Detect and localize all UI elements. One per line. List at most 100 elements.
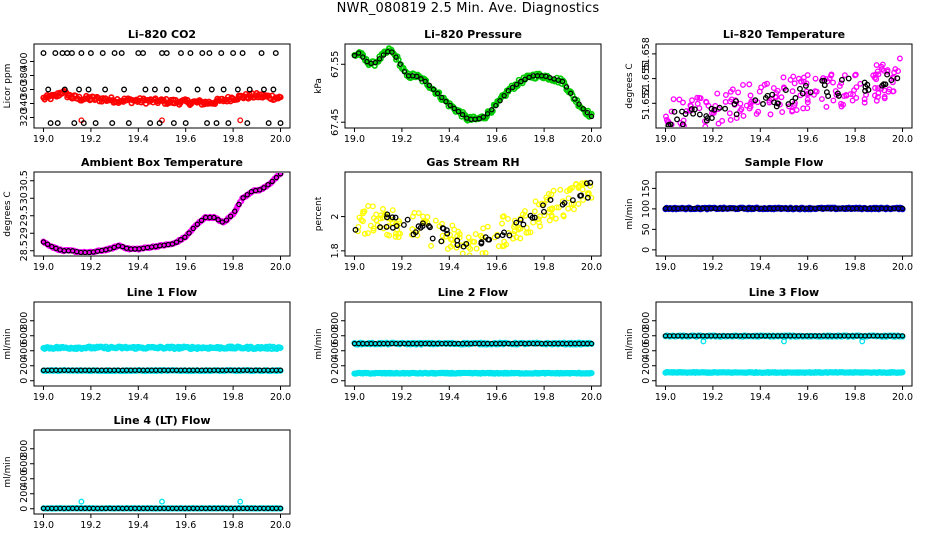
chart-gas-stream-rh-yellow-point [564, 188, 570, 195]
chart-gas-stream-rh-yellow-point [465, 234, 472, 241]
chart-gas-stream-rh-yellow-point [361, 208, 368, 215]
chart-pressure-black-point [401, 69, 408, 75]
chart-li820-temperature-black-point [667, 121, 674, 127]
chart-line4-flow-title: Line 4 (LT) Flow [114, 414, 211, 427]
chart-li820-temperature-magenta-point [878, 63, 885, 70]
chart-li820-temperature-black-point [821, 77, 828, 84]
chart-line1-flow-ylabel: ml/min [3, 328, 13, 359]
chart-pressure-black-point [430, 86, 437, 93]
chart-li820-temperature-magenta-point [875, 85, 882, 92]
chart-li820-temperature-ylabel: degrees C [625, 63, 635, 108]
chart-gas-stream-rh-yellow-point [389, 207, 396, 214]
chart-sample-flow-xtick-label: 19.8 [845, 262, 866, 273]
chart-sample-flow-ytick-label: 0 [641, 247, 652, 253]
chart-line4-flow-cyan-outliers-point [237, 498, 244, 505]
chart-co2-black-point [272, 50, 279, 57]
chart-li820-temperature-black-point [771, 99, 778, 106]
chart-li820-temperature-black-point [825, 93, 832, 100]
chart-line2-flow-ytick-label: 0 [330, 378, 341, 384]
chart-pressure-black-point [418, 76, 424, 82]
chart-line3-flow-xtick-label: 19.4 [750, 392, 771, 403]
chart-li820-temperature-black-point [792, 95, 799, 101]
chart-line4-flow-xtick-label: 19.0 [33, 520, 54, 531]
chart-gas-stream-rh-black-point [417, 224, 424, 231]
chart-gas-stream-rh-yellow-point [547, 206, 553, 213]
chart-li820-temperature-black-point [802, 82, 809, 89]
chart-sample-flow-plot-frame [655, 171, 913, 257]
chart-ambient-box-temperature-black-point [227, 213, 234, 220]
chart-li820-temperature-magenta-point [668, 108, 675, 115]
chart-li820-temperature-black-point [799, 90, 806, 97]
chart-ambient-box-temperature-xtick-label: 19.8 [223, 262, 244, 273]
chart-co2-black-point [40, 50, 47, 57]
chart-ambient-box-temperature-ylabel: degrees C [3, 191, 13, 236]
chart-pressure-black-point [572, 96, 578, 102]
chart-line1-flow-ytick-label: 400 [19, 342, 30, 360]
chart-gas-stream-rh-yellow-point [566, 187, 573, 194]
chart-gas-stream-rh-yellow-point [377, 212, 384, 219]
chart-li820-temperature-magenta-point [680, 117, 687, 124]
chart-co2-xtick-label: 20.0 [270, 134, 291, 145]
chart-sample-flow-xtick-label: 19.2 [702, 262, 723, 273]
chart-pressure-black-point [501, 92, 507, 99]
chart-li820-temperature-magenta-point [726, 110, 733, 117]
chart-gas-stream-rh-yellow-point [479, 250, 486, 255]
chart-line2-flow-xtick-label: 19.6 [486, 392, 507, 403]
chart-co2-black-point [80, 120, 87, 127]
chart-line2-flow-ytick-label: 800 [330, 312, 341, 330]
chart-co2-xtick-label: 19.6 [175, 134, 196, 145]
chart-li820-temperature-magenta-point [727, 88, 734, 95]
chart-co2-black-point [76, 86, 82, 93]
chart-pressure-black-point [372, 59, 378, 66]
chart-line1-flow-title: Line 1 Flow [127, 286, 197, 299]
chart-gas-stream-rh-yellow-point [384, 231, 390, 238]
chart-li820-temperature-black-point [674, 116, 680, 123]
chart-li820-temperature-magenta-point [823, 103, 830, 110]
chart-li820-temperature-black-point [839, 76, 845, 83]
chart-li820-temperature-magenta-point [886, 86, 893, 93]
chart-gas-stream-rh-yellow-point [588, 194, 595, 201]
chart-pressure-xtick-label: 19.6 [486, 134, 507, 145]
chart-line4-flow-plot-frame [33, 429, 291, 515]
chart-ambient-box-temperature-black-point [186, 230, 192, 236]
chart-co2-red-point [277, 94, 284, 101]
chart-gas-stream-rh-black-point [494, 233, 501, 239]
chart-line1-flow-xtick-label: 20.0 [270, 392, 291, 403]
chart-co2-black-point [61, 86, 68, 93]
chart-gas-stream-rh-black-point [478, 240, 485, 247]
chart-line1-flow-xtick-label: 19.2 [80, 392, 101, 403]
chart-gas-stream-rh-black-point [569, 197, 576, 204]
chart-pressure-black-point [397, 61, 403, 67]
chart-line2-flow-ylabel: ml/min [314, 328, 324, 359]
chart-li820-temperature-magenta-point [791, 80, 798, 87]
chart-gas-stream-rh-black-point [400, 222, 407, 228]
chart-line3-flow-xtick-label: 19.6 [797, 392, 818, 403]
chart-gas-stream-rh-black-point [541, 208, 547, 215]
chart-li820-temperature-black-point [679, 121, 686, 127]
chart-li820-temperature-magenta-point [767, 111, 774, 118]
chart-gas-stream-rh-black-point [561, 199, 568, 206]
chart-co2-black-point [163, 86, 170, 93]
chart-li820-temperature-magenta-point [733, 115, 740, 122]
chart-gas-stream-rh-black-point [520, 221, 527, 228]
chart-sample-flow-title: Sample Flow [745, 156, 824, 169]
chart-li820-temperature-magenta-point [789, 88, 796, 95]
chart-pressure-black-point [434, 90, 441, 97]
chart-ambient-box-temperature-xtick-label: 19.4 [128, 262, 149, 273]
chart-co2-ytick-label: 380 [19, 66, 30, 84]
chart-line3-flow-ytick-label: 0 [641, 378, 652, 384]
chart-pressure-black-point [484, 111, 491, 117]
chart-li820-temperature-magenta-point [871, 92, 878, 99]
chart-gas-stream-rh-black-point [443, 227, 450, 234]
chart-gas-stream-rh-yellow-point [361, 230, 368, 237]
chart-li820-temperature-black-point [861, 79, 868, 86]
chart-co2-data-layer [40, 50, 284, 127]
chart-gas-stream-rh-svg: Gas Stream RH percent 19.0 19.2 19.4 19.6 19.8… [314, 156, 602, 273]
chart-ambient-box-temperature-black-point [190, 225, 196, 232]
chart-li820-temperature-black-point [711, 106, 718, 113]
chart-gas-stream-rh-yellow-point [471, 238, 478, 245]
chart-li820-temperature-ytick-label: 51.658 [641, 37, 652, 70]
chart-gas-stream-rh-yellow-point [571, 206, 577, 213]
chart-li820-temperature-black-point [752, 97, 759, 104]
chart-gas-stream-rh-xtick-label: 19.2 [391, 262, 412, 273]
